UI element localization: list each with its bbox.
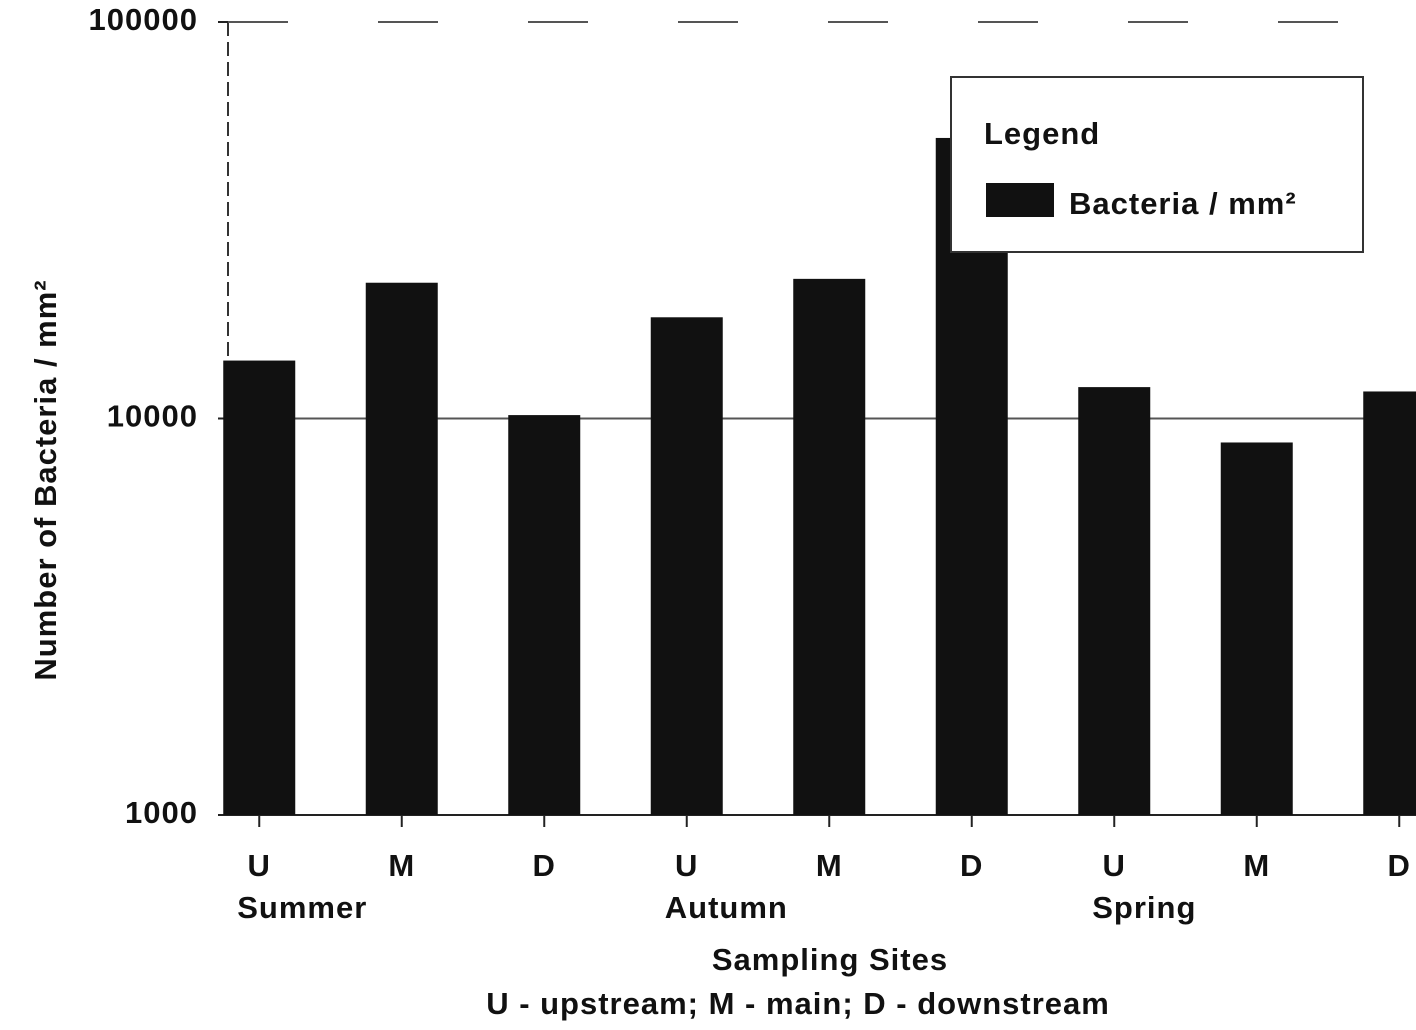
bar: [508, 415, 581, 815]
x-tick-label: M: [816, 848, 843, 883]
group-label: Summer: [237, 890, 367, 925]
x-tick-label: D: [960, 848, 983, 883]
legend-title: Legend: [984, 116, 1100, 151]
x-tick-label: D: [1388, 848, 1411, 883]
y-axis-label: Number of Bacteria / mm²: [28, 279, 63, 680]
note: U - upstream; M - main; D - downstream: [486, 986, 1110, 1021]
bar: [223, 360, 296, 815]
y-tick-label: 10000: [107, 399, 198, 434]
bar: [1078, 387, 1151, 815]
legend-box: [950, 76, 1364, 253]
group-label: Spring: [1092, 890, 1196, 925]
x-tick-label: M: [388, 848, 415, 883]
legend-swatch: [986, 183, 1054, 217]
x-tick-label: U: [1103, 848, 1126, 883]
bar: [365, 282, 438, 816]
x-tick-label: D: [533, 848, 556, 883]
x-tick-label: U: [675, 848, 698, 883]
bar: [650, 317, 723, 815]
y-tick-label: 100000: [89, 2, 198, 37]
bar: [793, 278, 866, 815]
x-axis-label: Sampling Sites: [712, 942, 948, 977]
x-tick-label: M: [1243, 848, 1270, 883]
y-tick-label: 1000: [125, 795, 198, 830]
x-tick-label: U: [248, 848, 271, 883]
group-label: Autumn: [665, 890, 788, 925]
bar: [1220, 442, 1293, 815]
bar: [1363, 391, 1416, 815]
legend-label: Bacteria / mm²: [1069, 186, 1297, 221]
